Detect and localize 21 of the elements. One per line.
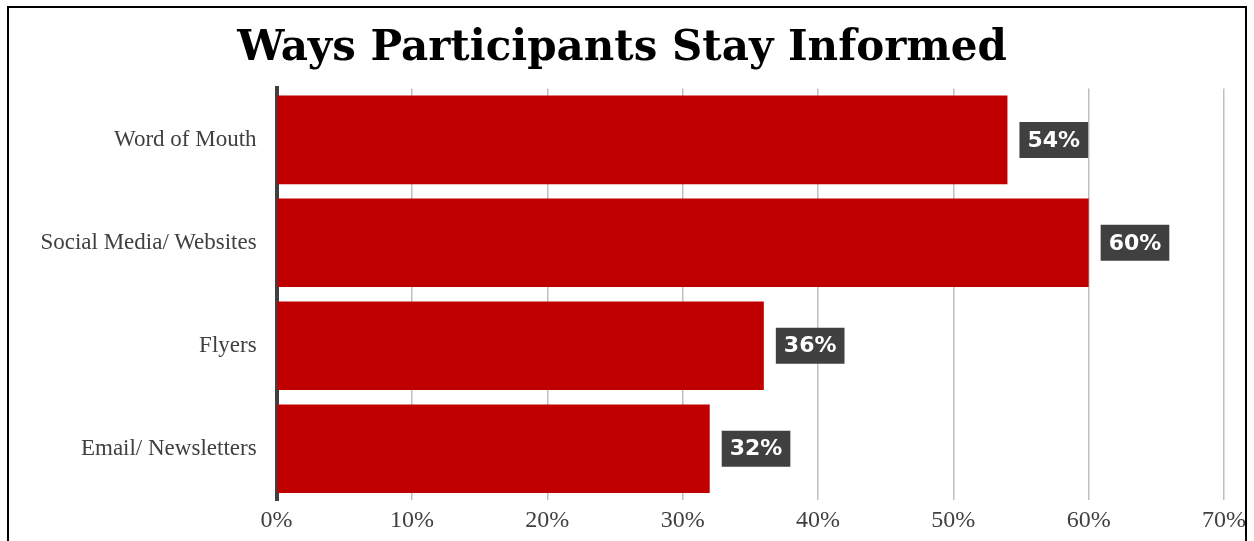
y-tick-label: Word of Mouth — [114, 125, 258, 151]
data-label: 60% — [1108, 229, 1162, 255]
y-tick-label: Social Media/ Websites — [40, 228, 257, 254]
x-tick-label: 50% — [931, 505, 976, 532]
data-label: 32% — [729, 435, 783, 461]
y-tick-label: Flyers — [199, 331, 257, 357]
data-label: 36% — [783, 332, 837, 358]
x-tick-label: 10% — [389, 505, 434, 532]
data-label: 54% — [1027, 126, 1081, 152]
x-tick-label: 60% — [1066, 505, 1111, 532]
x-tick-label: 0% — [260, 505, 293, 532]
bar — [277, 404, 710, 493]
bar — [277, 301, 764, 391]
x-tick-label: 40% — [795, 505, 840, 532]
x-tick-label: 20% — [525, 505, 570, 532]
bar — [277, 198, 1089, 288]
x-tick-label: 30% — [660, 505, 705, 532]
y-tick-label: Email/ Newsletters — [80, 434, 257, 460]
chart-title: Ways Participants Stay Informed — [236, 21, 1007, 71]
x-tick-label: 70% — [1202, 505, 1246, 532]
bar — [277, 95, 1008, 185]
